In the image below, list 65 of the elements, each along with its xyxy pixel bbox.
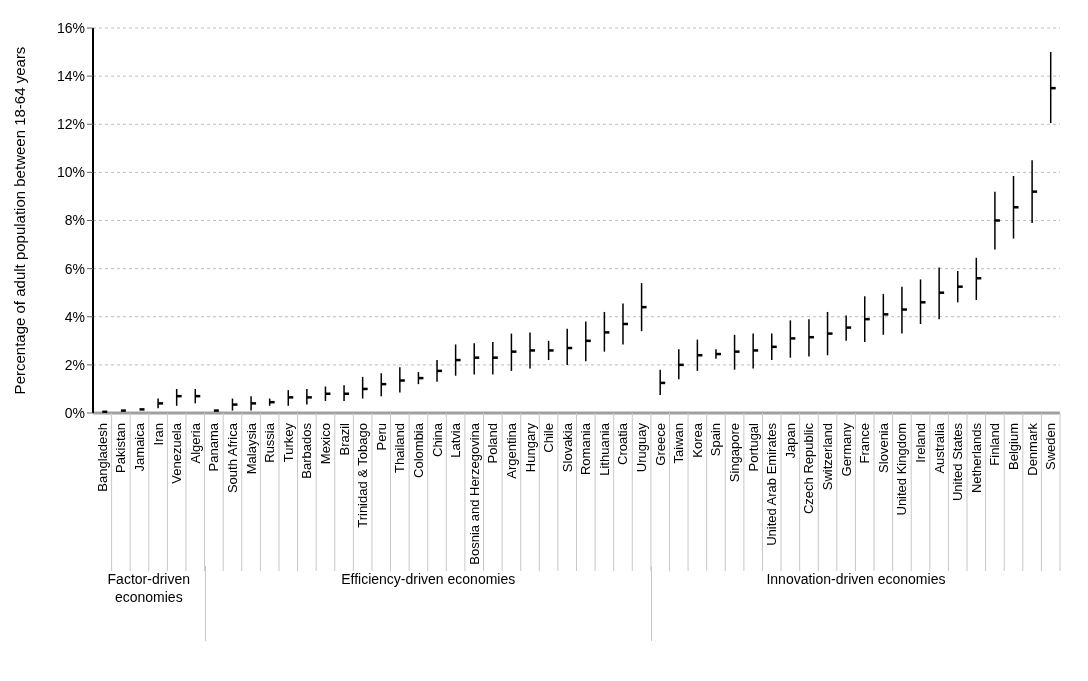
- x-tick-label: United Arab Emirates: [764, 422, 780, 546]
- x-tick-label: Argentina: [503, 422, 519, 479]
- x-tick-label: United States: [950, 422, 966, 502]
- x-tick-label: Belgium: [1006, 423, 1022, 470]
- y-tick-label: 10%: [56, 164, 85, 181]
- x-tick-label: Spain: [708, 423, 724, 457]
- x-tick-label: Trinidad & Tobago: [355, 423, 371, 528]
- y-tick-label: 6%: [64, 260, 85, 277]
- text: Efficiency-driven economies: [341, 571, 516, 587]
- x-tick-label: Peru: [373, 423, 389, 451]
- x-tick-label: Hungary: [522, 422, 538, 473]
- x-tick-label: Barbados: [299, 422, 315, 479]
- x-tick-label: Denmark: [1024, 422, 1040, 476]
- x-tick-label: Japan: [782, 423, 798, 459]
- x-tick-label: Czech Republic: [801, 422, 817, 515]
- text: Factor-driven economies: [107, 571, 191, 605]
- x-tick-label: Malaysia: [243, 422, 259, 475]
- x-tick-label: Russia: [262, 422, 278, 463]
- x-tick-label: Thailand: [392, 423, 408, 473]
- x-tick-label: South Africa: [224, 422, 240, 494]
- x-tick-label: Iran: [150, 423, 166, 446]
- x-tick-label: Singapore: [727, 423, 743, 483]
- x-tick-label: Slovakia: [559, 422, 575, 473]
- x-tick-label: Finland: [987, 423, 1003, 466]
- x-tick-label: Lithuania: [596, 422, 612, 476]
- x-tick-label: Germany: [838, 422, 854, 477]
- x-tick-label: Turkey: [280, 422, 296, 463]
- x-tick-label: Panama: [206, 422, 222, 472]
- x-tick-label: Brazil: [336, 422, 352, 456]
- x-tick-label: Jamaica: [131, 422, 147, 472]
- x-tick-label: France: [857, 423, 873, 464]
- x-tick-label: Australia: [931, 422, 947, 474]
- x-tick-label: Chile: [541, 423, 557, 453]
- x-tick-label: Uruguay: [634, 422, 650, 473]
- y-axis-title: Percentage of adult population between 18-64 years: [11, 46, 29, 395]
- x-tick-label: Bosnia and Herzegovina: [466, 422, 482, 565]
- y-tick-label: 14%: [56, 68, 85, 85]
- y-tick-label: 4%: [64, 308, 85, 325]
- x-tick-label: Ireland: [913, 423, 929, 463]
- x-tick-label: Pakistan: [113, 423, 129, 473]
- x-tick-label: Latvia: [448, 422, 464, 458]
- x-tick-label: Croatia: [615, 422, 631, 465]
- y-tick-label: 16%: [56, 19, 85, 36]
- x-tick-label: United Kingdom: [894, 423, 910, 516]
- x-tick-label: Venezuela: [169, 422, 185, 484]
- text: Innovation-driven economies: [766, 571, 946, 587]
- x-tick-label: Greece: [652, 423, 668, 466]
- y-tick-label: 2%: [64, 356, 85, 373]
- x-tick-label: Algeria: [187, 422, 203, 464]
- x-tick-label: Korea: [689, 422, 705, 458]
- x-tick-label: Portugal: [745, 422, 761, 472]
- x-tick-label: Poland: [485, 423, 501, 464]
- x-tick-label: Mexico: [317, 423, 333, 465]
- y-tick-label: 0%: [64, 404, 85, 421]
- x-tick-label: Bangladesh: [94, 423, 110, 492]
- x-tick-label: Romania: [578, 422, 594, 476]
- x-tick-label: China: [429, 422, 445, 457]
- y-tick-label: 12%: [56, 116, 85, 133]
- x-tick-label: Colombia: [410, 422, 426, 478]
- x-tick-label: Netherlands: [968, 422, 984, 494]
- x-tick-label: Taiwan: [671, 423, 687, 464]
- y-tick-label: 8%: [64, 212, 85, 229]
- x-tick-label: Slovenia: [875, 422, 891, 473]
- x-tick-label: Sweden: [1043, 423, 1059, 470]
- x-tick-label: Switzerland: [820, 423, 836, 491]
